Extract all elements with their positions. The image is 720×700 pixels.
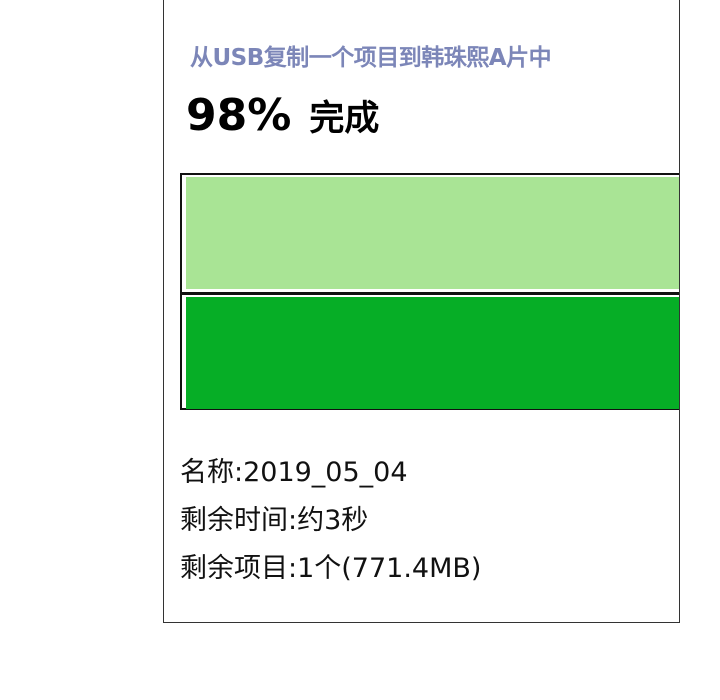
dialog-title: 从USB复制一个项目到韩珠熙A片中 [190,45,552,71]
progress-percent: 98% [186,90,292,141]
progress-summary: 98% 完成 [186,90,379,141]
file-name: 名称:2019_05_04 [180,457,408,488]
time-remaining: 剩余时间:约3秒 [180,505,369,536]
items-remaining: 剩余项目:1个(771.4MB) [180,553,482,584]
progress-bar-light [186,177,679,289]
progress-graph [180,173,679,410]
progress-bar-dark [186,297,679,409]
copy-progress-dialog: 从USB复制一个项目到韩珠熙A片中 98% 完成 名称:2019_05_04 剩余… [163,0,680,623]
divider [182,292,679,295]
progress-status: 完成 [309,99,380,139]
